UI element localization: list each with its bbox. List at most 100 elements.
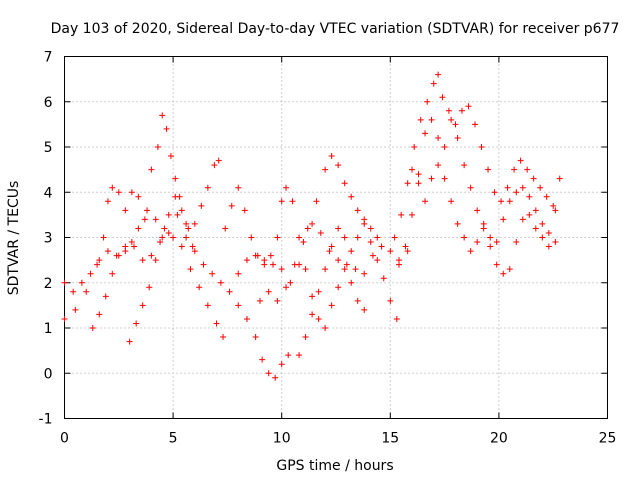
data-point (322, 266, 329, 273)
data-point (185, 225, 192, 232)
x-tick-label: 25 (599, 431, 617, 447)
data-point (141, 216, 148, 223)
data-point (545, 243, 552, 250)
data-point (278, 266, 285, 273)
data-point (517, 157, 524, 164)
data-point (498, 198, 505, 205)
data-point (159, 112, 166, 119)
data-point (395, 261, 402, 268)
data-point (361, 216, 368, 223)
data-point (441, 175, 448, 182)
data-point (154, 144, 161, 150)
data-point (511, 166, 518, 173)
data-point (374, 257, 381, 264)
data-point (519, 184, 526, 191)
data-point (328, 153, 335, 160)
data-point (550, 202, 557, 209)
data-point (545, 229, 552, 236)
data-point (152, 257, 159, 264)
data-point (248, 234, 255, 241)
data-point (424, 98, 431, 105)
data-point (102, 293, 109, 300)
data-point (157, 239, 164, 246)
data-point (454, 134, 461, 141)
data-point (315, 288, 322, 295)
data-point (61, 279, 68, 286)
data-point (204, 302, 211, 309)
data-point (104, 198, 111, 205)
data-point (261, 257, 268, 264)
data-point (278, 198, 285, 205)
data-point (439, 94, 446, 101)
data-point (226, 288, 233, 295)
data-point (135, 225, 142, 232)
data-point (367, 225, 374, 232)
data-point (133, 320, 140, 327)
data-point (283, 184, 290, 191)
data-point (183, 234, 190, 241)
data-point (165, 211, 172, 218)
data-point (352, 266, 359, 273)
data-point (361, 306, 368, 313)
data-point (296, 352, 303, 359)
y-tick-label: 3 (44, 231, 53, 247)
data-point (274, 297, 281, 304)
data-point (404, 248, 411, 255)
data-point (415, 180, 422, 187)
data-point (480, 220, 487, 227)
data-point (252, 252, 259, 259)
data-point (122, 243, 129, 250)
y-tick-label: 5 (44, 140, 53, 156)
data-point (209, 270, 216, 277)
data-point (474, 207, 481, 214)
data-point (96, 311, 103, 318)
data-point (335, 257, 342, 264)
data-point (178, 243, 185, 250)
data-point (513, 239, 520, 246)
data-point (519, 216, 526, 223)
data-point (100, 234, 107, 241)
data-point (217, 279, 224, 286)
data-point (183, 220, 190, 227)
data-point (452, 121, 459, 128)
data-point (172, 175, 179, 182)
series-track-g (256, 220, 411, 304)
data-point (148, 166, 155, 173)
data-point (380, 275, 387, 282)
y-tick-label: 2 (44, 276, 53, 292)
data-point (445, 107, 452, 114)
data-point (211, 162, 218, 169)
grid (64, 56, 608, 419)
data-point (187, 266, 194, 273)
data-point (409, 166, 416, 173)
data-point (283, 284, 290, 291)
data-point (513, 189, 520, 196)
data-point (506, 266, 513, 273)
data-point (387, 297, 394, 304)
data-point (374, 234, 381, 241)
data-point (322, 325, 329, 331)
data-point (348, 279, 355, 286)
data-point (278, 361, 285, 368)
data-point (109, 184, 116, 191)
data-point (222, 225, 229, 232)
y-tick-label: 0 (44, 366, 53, 382)
data-point (148, 252, 155, 259)
data-point (537, 184, 544, 191)
data-point (317, 229, 324, 236)
data-point (204, 184, 211, 191)
data-point (200, 261, 207, 268)
data-point (472, 121, 479, 128)
data-point (524, 166, 531, 173)
data-point (265, 288, 272, 295)
data-point (235, 270, 242, 277)
data-point (343, 261, 350, 268)
series-track-d (126, 157, 222, 345)
data-point (128, 189, 135, 196)
series-track-i (391, 71, 563, 241)
data-point (465, 103, 472, 110)
x-tick-label: 0 (60, 431, 69, 447)
data-point (115, 252, 122, 259)
data-point (243, 315, 250, 322)
